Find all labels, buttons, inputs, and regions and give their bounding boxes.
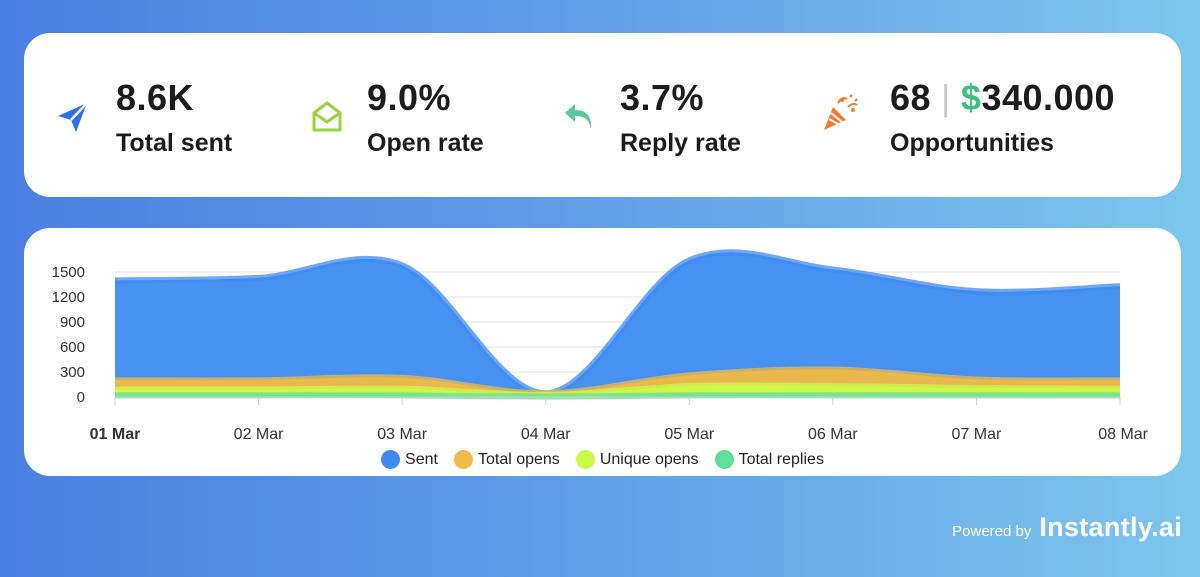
y-tick-label: 900 <box>60 314 85 331</box>
line-unique-opens <box>114 382 1121 398</box>
legend-swatch <box>714 450 734 469</box>
opportunity-count: 68 <box>890 77 932 118</box>
legend-swatch <box>453 450 473 469</box>
chart-card: 0 300 600 900 1200 1500 01 Mar 02 Mar 03 Mar 04 M… <box>24 228 1181 476</box>
stat-label: Total sent <box>116 129 233 157</box>
legend-label: Total replies <box>738 450 824 468</box>
y-tick-label: 0 <box>77 389 85 406</box>
brand-logo: Instantly.ai <box>1039 512 1182 542</box>
x-tick-label: 03 Mar <box>377 426 427 443</box>
legend-item-total-replies[interactable]: Total replies <box>714 450 824 469</box>
party-popper-icon <box>824 94 858 130</box>
x-tick-label: 07 Mar <box>952 426 1002 443</box>
stat-label: Opportunities <box>890 129 1054 157</box>
reply-arrow-icon <box>565 104 592 129</box>
legend-swatch <box>575 450 595 469</box>
y-tick-label: 300 <box>60 364 85 381</box>
x-tick-label: 02 Mar <box>234 426 284 443</box>
area-sent <box>115 252 1120 397</box>
legend-item-sent[interactable]: Sent <box>381 450 438 469</box>
line-total-replies <box>114 392 1120 400</box>
x-tick-label: 04 Mar <box>521 426 571 443</box>
y-tick-label: 1200 <box>52 289 85 306</box>
stat-label: Reply rate <box>620 129 741 157</box>
y-tick-label: 600 <box>60 339 85 356</box>
legend-item-total-opens[interactable]: Total opens <box>453 450 560 469</box>
x-tick-label: 08 Mar <box>1098 426 1148 443</box>
stat-value: 68 | $340.000 <box>890 77 1115 119</box>
legend-label: Sent <box>405 450 438 468</box>
stat-value: 3.7% <box>620 77 705 118</box>
value-separator: | <box>941 77 951 118</box>
chart-legend: Sent Total opens Unique opens Total replies <box>24 450 1181 469</box>
paper-plane-icon <box>58 102 88 132</box>
powered-by-text: Powered by <box>952 523 1032 540</box>
opportunity-amount: 340.000 <box>981 77 1116 118</box>
stat-value: 9.0% <box>367 77 452 118</box>
legend-swatch <box>381 450 401 469</box>
stat-label: Open rate <box>367 129 484 157</box>
legend-item-unique-opens[interactable]: Unique opens <box>575 450 699 469</box>
y-tick-label: 1500 <box>52 264 85 281</box>
open-envelope-icon <box>312 101 342 132</box>
currency-symbol: $ <box>960 77 982 118</box>
x-tick-label: 05 Mar <box>664 426 714 443</box>
line-sent <box>114 249 1121 397</box>
legend-label: Unique opens <box>599 450 699 468</box>
line-total-opens <box>114 366 1121 397</box>
stats-card: 8.6K Total sent 9.0% Open rate 3.7% Repl… <box>24 33 1181 197</box>
area-chart: 0 300 600 900 1200 1500 01 Mar 02 Mar 03 Mar 04 M… <box>52 249 1149 443</box>
x-tick-label: 06 Mar <box>808 426 858 443</box>
powered-by-footer: Powered by Instantly.ai <box>952 512 1182 543</box>
stat-value: 8.6K <box>116 77 195 118</box>
legend-label: Total opens <box>477 450 560 468</box>
x-tick-label: 01 Mar <box>90 426 141 443</box>
